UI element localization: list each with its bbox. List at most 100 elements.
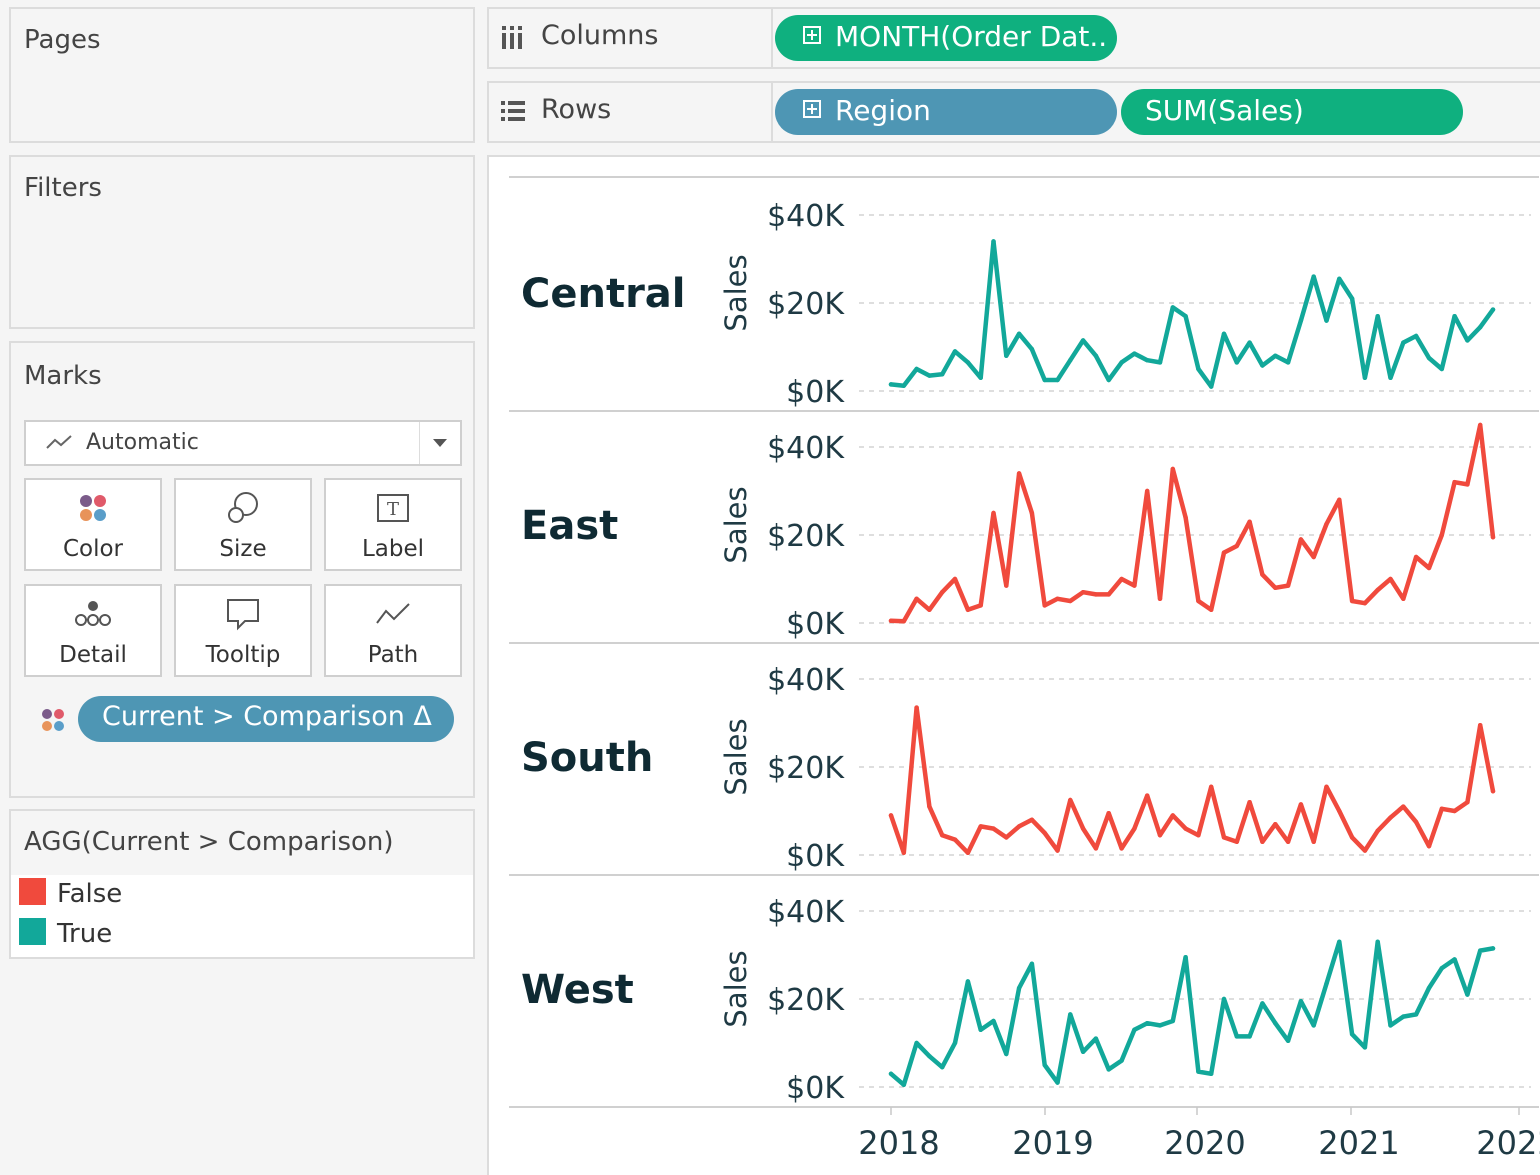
label-button[interactable]: T Label xyxy=(324,478,462,571)
color-button[interactable]: Color xyxy=(24,478,162,571)
data-point xyxy=(1337,276,1342,281)
y-tick-label: $40K xyxy=(767,663,845,698)
data-point xyxy=(1413,819,1419,825)
data-point xyxy=(1490,307,1496,312)
data-point xyxy=(1080,826,1086,831)
data-point xyxy=(1490,535,1496,540)
data-point xyxy=(1337,808,1342,814)
columns-shelf-label: Columns xyxy=(489,9,773,67)
path-line-icon xyxy=(326,596,460,632)
data-point xyxy=(1106,1067,1111,1072)
data-point xyxy=(1426,844,1432,849)
data-point xyxy=(991,826,996,831)
data-point xyxy=(1478,325,1483,330)
legend-swatch-true xyxy=(19,918,46,945)
label-t-icon: T xyxy=(326,490,460,526)
path-button[interactable]: Path xyxy=(324,584,462,677)
columns-shelf[interactable]: Columns MONTH(Order Dat.. xyxy=(487,7,1540,69)
legend-item-true[interactable]: True xyxy=(19,918,112,949)
filters-title: Filters xyxy=(24,173,102,203)
data-point xyxy=(1311,274,1316,279)
data-point xyxy=(1157,1023,1163,1028)
data-point xyxy=(901,383,906,388)
data-point xyxy=(1465,338,1470,343)
data-point xyxy=(1042,603,1047,608)
mark-type-dropdown[interactable]: Automatic xyxy=(24,420,462,466)
data-point xyxy=(1093,592,1099,597)
data-point xyxy=(1362,848,1368,853)
region-pill[interactable]: Region xyxy=(775,89,1117,135)
data-point xyxy=(1401,1014,1406,1019)
data-point xyxy=(1029,510,1035,516)
x-tick-label: 2020 xyxy=(1164,1124,1245,1162)
data-point xyxy=(1260,1001,1265,1006)
series-line-south xyxy=(888,705,1496,856)
y-tick-label: $0K xyxy=(786,839,845,874)
data-point xyxy=(1362,601,1368,606)
data-point xyxy=(914,366,919,372)
rows-shelf[interactable]: Rows Region SUM(Sales) xyxy=(487,81,1540,143)
y-tick-label: $40K xyxy=(767,199,845,234)
data-point xyxy=(1209,1071,1214,1076)
data-point xyxy=(1234,839,1239,844)
columns-icon xyxy=(501,26,523,54)
data-point xyxy=(1016,471,1022,476)
data-point xyxy=(1349,835,1355,840)
sum-sales-pill[interactable]: SUM(Sales) xyxy=(1121,89,1463,135)
data-point xyxy=(1478,723,1483,728)
expand-plus-icon[interactable] xyxy=(803,100,821,118)
data-point xyxy=(1119,576,1124,582)
data-point xyxy=(1170,813,1175,818)
data-point xyxy=(1234,360,1239,365)
region-pill-label: Region xyxy=(835,94,931,127)
y-tick-label: $40K xyxy=(767,895,845,930)
data-point xyxy=(1349,1032,1355,1037)
color-pill[interactable]: Current > Comparison Δ xyxy=(78,696,454,742)
pages-card[interactable]: Pages xyxy=(9,7,475,143)
y-tick-label: $20K xyxy=(767,287,845,322)
detail-label: Detail xyxy=(59,642,127,668)
data-point xyxy=(1362,375,1368,380)
data-point xyxy=(1311,1023,1316,1028)
data-point xyxy=(1132,351,1137,356)
data-point xyxy=(1132,826,1137,831)
y-tick-label: $0K xyxy=(786,607,845,642)
legend-item-false[interactable]: False xyxy=(19,878,122,909)
filters-card[interactable]: Filters xyxy=(9,155,475,329)
data-point xyxy=(1465,482,1470,487)
data-point xyxy=(978,1027,983,1032)
legend-title: AGG(Current > Comparison) xyxy=(24,827,394,857)
chevron-down-icon[interactable] xyxy=(419,422,460,464)
color-pill-label: Current > Comparison Δ xyxy=(102,701,432,732)
rows-shelf-label: Rows xyxy=(489,83,773,141)
data-point xyxy=(1080,590,1086,595)
data-point xyxy=(914,596,919,601)
data-point xyxy=(1221,550,1227,555)
series-line-central xyxy=(888,239,1496,389)
expand-plus-icon[interactable] xyxy=(803,26,821,44)
size-button[interactable]: Size xyxy=(174,478,312,571)
data-point xyxy=(952,349,958,354)
data-point xyxy=(1388,1023,1393,1028)
data-point xyxy=(1234,1034,1239,1039)
data-point xyxy=(1285,360,1291,365)
data-point xyxy=(1080,338,1086,343)
region-label: South xyxy=(521,735,653,781)
data-point xyxy=(1260,839,1265,844)
data-point xyxy=(1029,347,1035,352)
tooltip-button[interactable]: Tooltip xyxy=(174,584,312,677)
detail-button[interactable]: Detail xyxy=(24,584,162,677)
data-point xyxy=(1145,358,1150,363)
x-tick-label: 2019 xyxy=(1012,1124,1093,1162)
y-axis-title: Sales xyxy=(719,950,753,1027)
x-tick-label: 2021 xyxy=(1318,1124,1399,1162)
data-point xyxy=(1196,1069,1201,1074)
data-point xyxy=(1401,804,1406,809)
size-label: Size xyxy=(219,536,267,562)
data-point xyxy=(1042,830,1047,836)
data-point xyxy=(1439,532,1444,538)
data-point xyxy=(888,618,894,623)
data-point xyxy=(1362,1045,1368,1050)
month-order-date-pill[interactable]: MONTH(Order Dat.. xyxy=(775,15,1117,61)
data-point xyxy=(1016,985,1022,991)
